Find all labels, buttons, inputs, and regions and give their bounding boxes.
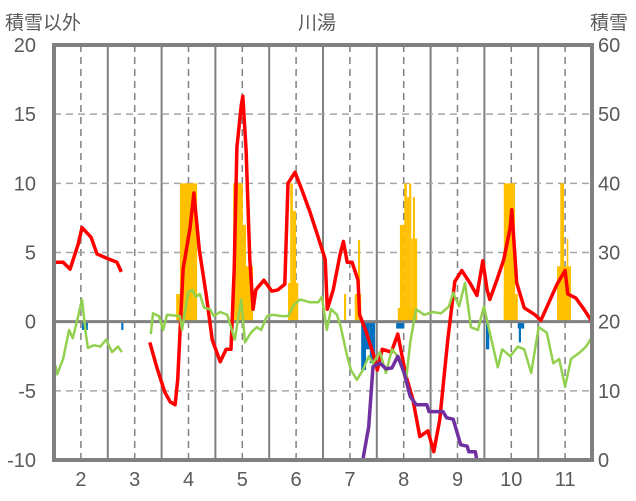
blue-bar [369,321,376,364]
red-series-line [54,94,594,454]
plot-frame [52,43,594,462]
y-right-tick-label: 40 [598,173,620,195]
orange-bar [412,197,415,322]
orange-bar [404,183,407,322]
y-left-tick-label: 20 [14,35,36,57]
x-tick-label: 9 [452,469,463,491]
chart-title: 川湯 [298,13,337,34]
x-tick-label: 7 [344,469,355,491]
blue-bar [486,321,490,350]
x-tick-label: 10 [500,469,522,491]
blue-bar [121,321,124,330]
right-axis-title: 積雪 [590,13,629,34]
y-right-tick-label: 20 [598,312,620,334]
blue-bar [396,321,405,329]
orange-bar [290,183,293,322]
x-tick-label: 11 [555,469,576,491]
orange-bar [411,238,413,322]
y-left-tick-label: -10 [7,450,36,472]
orange-bar [292,211,297,322]
orange-bar [414,238,418,322]
x-tick-label: 2 [75,469,86,491]
y-right-tick-label: 60 [598,35,620,57]
orange-bar [399,224,405,322]
blue-bar [361,321,367,371]
orange-bar [241,266,254,322]
x-tick-label: 5 [237,469,248,491]
y-right-tick-label: 50 [598,104,620,126]
orange-bar [343,294,347,322]
y-right-tick-label: 30 [598,243,620,265]
blue-bar [517,321,525,329]
blue-bar [518,321,521,343]
y-left-tick-label: 10 [14,173,36,195]
orange-bar [176,294,180,322]
y-left-tick-label: 0 [25,312,36,334]
left-axis-title: 積雪以外 [5,13,82,34]
orange-bar [560,183,565,322]
x-tick-label: 3 [129,469,140,491]
y-left-tick-label: 5 [25,243,36,265]
x-tick-label: 8 [398,469,409,491]
green-series-line [53,281,594,388]
orange-bar [503,183,516,322]
orange-bar [242,224,247,322]
orange-bar [409,183,412,322]
y-right-tick-label: 10 [598,381,620,403]
x-tick-label: 6 [291,469,302,491]
orange-bar [233,183,243,322]
y-right-tick-label: 0 [598,450,609,472]
y-left-tick-label: -5 [18,381,36,403]
x-tick-label: 4 [183,469,194,491]
y-left-tick-label: 15 [14,104,36,126]
orange-bar [406,197,410,322]
